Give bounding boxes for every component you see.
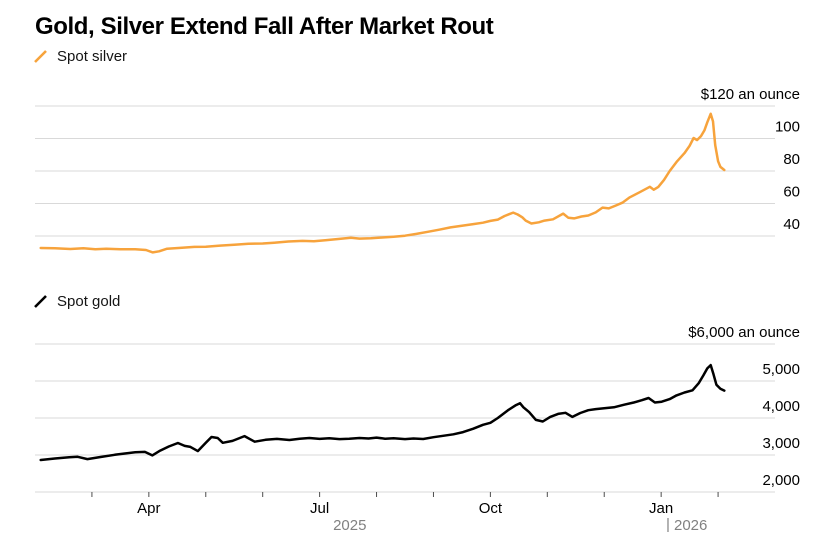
x-axis-label: Jan bbox=[649, 500, 673, 517]
x-axis-label: Oct bbox=[479, 500, 503, 517]
y-axis-label: 2,000 bbox=[762, 472, 800, 489]
y-axis-label: 3,000 bbox=[762, 435, 800, 452]
gold-slash-icon bbox=[34, 295, 47, 308]
y-axis-label: 60 bbox=[783, 184, 800, 201]
x-axis-label: Apr bbox=[137, 500, 160, 517]
year-label: 2025 bbox=[333, 517, 366, 534]
y-axis-label: $6,000 an ounce bbox=[688, 324, 800, 341]
x-axis-label: Jul bbox=[310, 500, 329, 517]
page-title: Gold, Silver Extend Fall After Market Ro… bbox=[35, 13, 494, 40]
y-axis-label: 40 bbox=[783, 216, 800, 233]
silver-series-line bbox=[39, 112, 726, 254]
y-axis-label: 5,000 bbox=[762, 361, 800, 378]
silver-chart: $120 an ounce 100 80 60 40 bbox=[35, 88, 800, 254]
legend-silver: Spot silver bbox=[33, 48, 127, 65]
year-label: 2026 bbox=[674, 517, 707, 534]
gold-chart: $6,000 an ounce 5,000 4,000 3,000 2,000 Apr Ju… bbox=[35, 324, 800, 534]
gold-series-line bbox=[39, 363, 726, 462]
y-axis-label: 4,000 bbox=[762, 398, 800, 415]
y-axis-label: 100 bbox=[775, 119, 800, 136]
y-axis-label: 80 bbox=[783, 151, 800, 168]
y-axis-label: $120 an ounce bbox=[701, 88, 800, 103]
legend-silver-label: Spot silver bbox=[57, 48, 128, 65]
legend-gold-label: Spot gold bbox=[57, 293, 121, 310]
legend-gold: Spot gold bbox=[33, 293, 120, 310]
silver-slash-icon bbox=[34, 50, 47, 63]
